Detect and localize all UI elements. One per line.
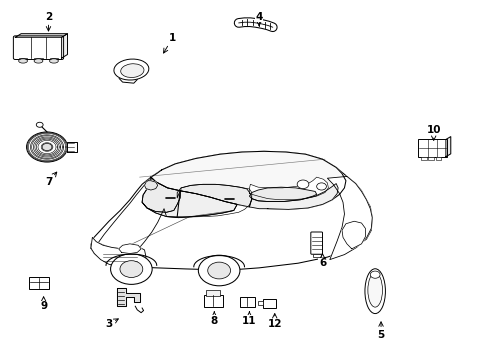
Circle shape [110,254,152,284]
FancyBboxPatch shape [417,139,446,157]
Bar [420,157,426,159]
Text: 10: 10 [426,125,440,140]
Bar [258,301,263,305]
FancyBboxPatch shape [13,36,63,59]
Ellipse shape [364,269,385,314]
Polygon shape [445,136,450,157]
Polygon shape [98,177,237,249]
Text: 7: 7 [45,172,57,187]
Text: 5: 5 [377,322,384,340]
Polygon shape [91,151,371,270]
Polygon shape [249,184,337,210]
Polygon shape [249,177,328,200]
Text: 9: 9 [40,297,47,311]
Text: 12: 12 [267,314,282,329]
FancyBboxPatch shape [310,232,322,254]
Circle shape [26,132,67,162]
Ellipse shape [121,64,143,77]
Circle shape [120,261,142,278]
Polygon shape [341,221,365,249]
Text: 2: 2 [45,12,52,31]
Circle shape [42,143,52,150]
Bar [312,253,320,257]
Ellipse shape [367,273,382,307]
Text: 6: 6 [318,254,325,268]
Polygon shape [142,184,251,217]
Text: 1: 1 [163,33,176,53]
FancyBboxPatch shape [29,277,49,289]
FancyBboxPatch shape [240,297,254,307]
Polygon shape [61,34,67,58]
Polygon shape [66,141,77,152]
Circle shape [198,255,240,286]
Polygon shape [151,151,345,210]
Bar [435,157,441,159]
Polygon shape [144,181,158,190]
Circle shape [316,183,326,190]
Polygon shape [142,177,237,218]
Polygon shape [91,237,146,268]
Text: 8: 8 [210,312,218,325]
Ellipse shape [19,59,27,63]
Text: 3: 3 [105,319,118,329]
FancyBboxPatch shape [206,290,219,296]
Circle shape [369,271,379,278]
Polygon shape [15,34,67,37]
Text: 4: 4 [255,12,262,26]
Polygon shape [119,244,141,253]
FancyBboxPatch shape [262,299,275,308]
Ellipse shape [49,59,58,63]
Polygon shape [249,187,316,202]
Ellipse shape [114,59,148,80]
Text: 11: 11 [242,312,256,325]
Polygon shape [117,288,140,306]
Polygon shape [327,176,371,260]
Circle shape [207,262,230,279]
Polygon shape [177,184,251,207]
Bar [427,157,433,159]
FancyBboxPatch shape [203,295,222,307]
Polygon shape [142,177,180,212]
Circle shape [297,180,308,189]
Ellipse shape [34,59,43,63]
Circle shape [36,122,43,127]
